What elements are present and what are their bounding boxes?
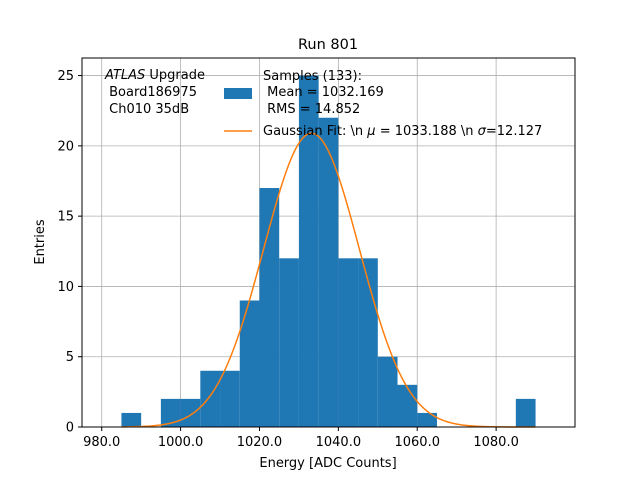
legend-histogram-line-2: Mean = 1032.169 [263,85,384,100]
legend-histogram-line-3: RMS = 14.852 [263,102,360,117]
x-axis-label: Energy [ADC Counts] [259,456,396,471]
annotation-upgrade: Upgrade [145,68,205,83]
annotation-atlas-italic: ATLAS [104,68,145,83]
histogram-bar [160,398,181,427]
annotation-line-2: Board186975 [105,85,197,100]
x-tick-label: 1060.0 [394,435,440,450]
x-axis-ticks: 980.0 1000.0 1020.0 1040.0 1060.0 1080.0 [83,427,519,450]
y-tick-label: 15 [57,210,74,225]
legend-fit-label: Gaussian Fit: \n μ = 1033.188 \n σ=12.12… [263,124,542,139]
histogram-bar [239,300,260,427]
atlas-annotation: ATLAS Upgrade Board186975 Ch010 35dB [104,68,205,117]
legend-histogram-line-1: Samples (133): [263,69,362,84]
histogram-bars [121,75,536,428]
histogram-bar [318,117,339,427]
histogram-bar [358,258,378,427]
legend-fit-mu-symbol: μ [366,124,375,139]
histogram-bar [180,398,201,427]
histogram-bar [338,258,359,427]
y-tick-label: 25 [57,69,74,84]
y-tick-label: 20 [57,139,74,154]
x-tick-label: 1020.0 [237,435,283,450]
histogram-bar [515,398,536,427]
annotation-line-3: Ch010 35dB [105,102,189,117]
x-tick-label: 1000.0 [158,435,204,450]
histogram-bar [397,384,418,427]
y-tick-label: 5 [66,350,74,365]
legend-fit-mu-value: = 1033.188 \n [376,124,478,139]
plot-frame [81,57,576,428]
y-axis-label: Entries [33,219,48,265]
histogram-bar [121,412,142,427]
histogram-bar [220,370,240,427]
histogram-bar [377,356,398,427]
x-tick-label: 980.0 [83,435,120,450]
legend-fit-sigma-symbol: σ [478,124,487,139]
chart-title: Run 801 [298,37,358,53]
histogram-bar [259,188,280,427]
y-tick-label: 0 [66,421,74,436]
legend-fit-prefix: Gaussian Fit: \n [263,124,367,139]
y-axis-ticks: 0 5 10 15 20 25 [57,69,82,436]
legend-fit-sigma-value: =12.127 [486,124,542,139]
histogram-bar [200,370,221,427]
legend-histogram-swatch [224,88,252,99]
y-tick-label: 10 [57,280,74,295]
histogram-bar [279,258,299,427]
histogram-bar [298,75,319,428]
gaussian-fit-curve [121,132,536,428]
annotation-line-1: ATLAS Upgrade [104,68,205,83]
histogram-bar [417,412,437,427]
x-tick-label: 1080.0 [473,435,519,450]
x-tick-label: 1040.0 [316,435,362,450]
legend: Samples (133): Mean = 1032.169 RMS = 14.… [224,69,542,139]
